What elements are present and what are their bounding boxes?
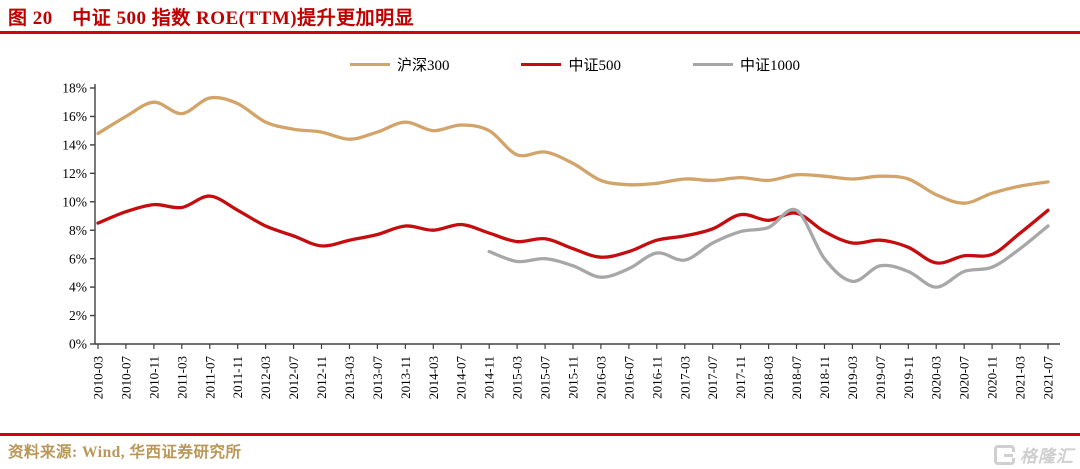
svg-text:12%: 12% — [62, 166, 87, 181]
svg-text:2015-11: 2015-11 — [566, 356, 581, 399]
svg-text:2016-07: 2016-07 — [621, 356, 636, 400]
svg-text:2019-07: 2019-07 — [873, 356, 888, 400]
svg-text:2017-03: 2017-03 — [677, 356, 692, 399]
svg-text:2010-11: 2010-11 — [146, 356, 161, 399]
svg-text:2016-03: 2016-03 — [593, 356, 608, 399]
svg-text:2020-07: 2020-07 — [957, 356, 972, 400]
chart-legend: 沪深300 中证500 中证1000 — [0, 54, 1080, 75]
svg-text:2018-07: 2018-07 — [789, 356, 804, 400]
svg-text:2013-11: 2013-11 — [398, 356, 413, 399]
svg-text:2010-03: 2010-03 — [91, 356, 106, 399]
svg-text:2021-03: 2021-03 — [1013, 356, 1028, 399]
svg-text:2014-07: 2014-07 — [454, 356, 469, 400]
figure-title: 图 20 中证 500 指数 ROE(TTM)提升更加明显 — [8, 8, 415, 29]
legend-label-hs300: 沪深300 — [396, 58, 450, 74]
svg-text:10%: 10% — [62, 194, 87, 209]
svg-text:2017-07: 2017-07 — [705, 356, 720, 400]
svg-text:2019-11: 2019-11 — [901, 356, 916, 399]
svg-text:2014-03: 2014-03 — [426, 356, 441, 399]
legend-swatch-hs300 — [349, 62, 390, 67]
svg-text:2019-03: 2019-03 — [845, 356, 860, 399]
svg-text:4%: 4% — [69, 280, 87, 295]
svg-text:6%: 6% — [69, 251, 87, 266]
legend-item-zz1000: 中证1000 — [693, 54, 800, 75]
svg-text:2018-03: 2018-03 — [761, 356, 776, 399]
svg-text:2%: 2% — [69, 308, 87, 323]
legend-swatch-zz500 — [521, 62, 562, 67]
svg-text:2020-11: 2020-11 — [985, 356, 1000, 399]
legend-item-zz500: 中证500 — [521, 54, 621, 75]
svg-text:16%: 16% — [62, 109, 87, 124]
svg-text:2013-07: 2013-07 — [370, 356, 385, 400]
legend-label-zz1000: 中证1000 — [740, 58, 801, 74]
gelonghui-watermark: 格隆汇 — [994, 442, 1074, 467]
svg-text:2015-07: 2015-07 — [538, 356, 553, 400]
legend-swatch-zz1000 — [693, 62, 733, 67]
gelonghui-logo-icon — [994, 444, 1016, 465]
svg-text:2018-11: 2018-11 — [817, 356, 832, 399]
footer-rule — [0, 433, 1080, 436]
svg-text:8%: 8% — [69, 223, 87, 238]
svg-text:2011-11: 2011-11 — [230, 356, 245, 398]
svg-text:2016-11: 2016-11 — [649, 356, 664, 399]
svg-text:2014-11: 2014-11 — [482, 356, 497, 399]
svg-text:14%: 14% — [62, 138, 87, 153]
svg-text:2012-07: 2012-07 — [286, 356, 301, 400]
svg-text:2013-03: 2013-03 — [342, 356, 357, 399]
svg-text:0%: 0% — [69, 337, 87, 352]
legend-item-hs300: 沪深300 — [349, 54, 450, 75]
svg-text:2011-03: 2011-03 — [174, 356, 189, 399]
svg-text:2011-07: 2011-07 — [202, 356, 217, 399]
watermark-text: 格隆汇 — [1020, 447, 1074, 466]
svg-text:2021-07: 2021-07 — [1041, 356, 1056, 400]
svg-text:18%: 18% — [62, 81, 87, 96]
title-rule — [0, 31, 1080, 34]
svg-text:2012-03: 2012-03 — [258, 356, 273, 399]
svg-text:2017-11: 2017-11 — [733, 356, 748, 399]
svg-text:2010-07: 2010-07 — [118, 356, 133, 400]
svg-text:2015-03: 2015-03 — [510, 356, 525, 399]
source-note: 资料来源: Wind, 华西证券研究所 — [8, 444, 242, 461]
legend-label-zz500: 中证500 — [568, 58, 621, 74]
svg-text:2012-11: 2012-11 — [314, 356, 329, 399]
svg-text:2020-03: 2020-03 — [929, 356, 944, 399]
